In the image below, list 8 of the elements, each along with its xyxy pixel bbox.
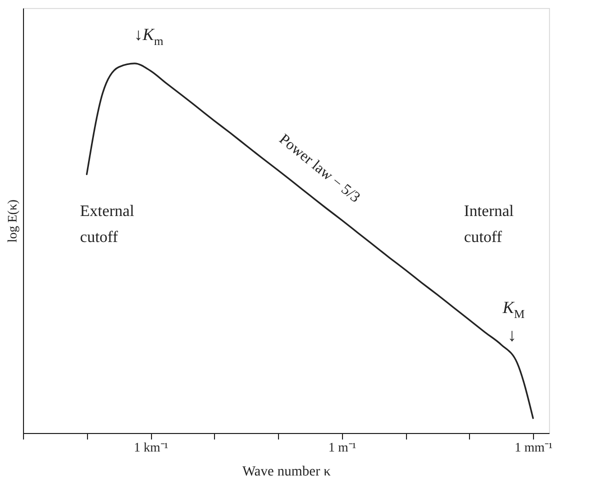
y-axis-title: log E(κ) bbox=[4, 199, 20, 243]
x-axis-title: Wave number κ bbox=[242, 464, 331, 480]
x-tick-label: 1 m⁻¹ bbox=[328, 440, 356, 454]
annotation: External cutoff bbox=[80, 203, 135, 246]
x-tick-label: 1 mm⁻¹ bbox=[514, 440, 553, 454]
annotation: Internal cutoff bbox=[464, 203, 514, 246]
annotation: ↓ bbox=[508, 325, 516, 345]
x-tick-label: 1 km⁻¹ bbox=[134, 440, 168, 454]
